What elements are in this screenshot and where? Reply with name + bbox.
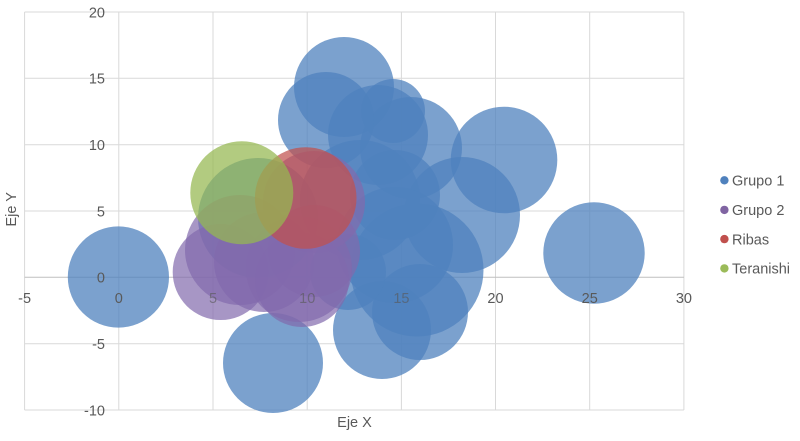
- svg-text:Ribas: Ribas: [732, 232, 769, 248]
- svg-text:20: 20: [89, 5, 105, 21]
- svg-text:Grupo 2: Grupo 2: [732, 203, 784, 219]
- svg-text:20: 20: [487, 291, 503, 307]
- svg-text:0: 0: [115, 291, 123, 307]
- svg-text:15: 15: [89, 72, 105, 88]
- svg-text:10: 10: [299, 291, 315, 307]
- svg-text:25: 25: [582, 291, 598, 307]
- svg-text:0: 0: [97, 271, 105, 287]
- svg-text:5: 5: [97, 204, 105, 220]
- svg-text:15: 15: [393, 291, 409, 307]
- svg-text:Teranishi: Teranishi: [732, 262, 790, 278]
- svg-text:Eje Y: Eje Y: [4, 192, 20, 227]
- svg-text:10: 10: [89, 138, 105, 154]
- svg-text:-5: -5: [18, 291, 31, 307]
- svg-text:-5: -5: [92, 337, 105, 353]
- svg-text:-10: -10: [84, 403, 105, 419]
- svg-text:Eje X: Eje X: [337, 415, 372, 431]
- svg-text:Grupo 1: Grupo 1: [732, 174, 784, 190]
- svg-text:5: 5: [209, 291, 217, 307]
- svg-text:30: 30: [676, 291, 692, 307]
